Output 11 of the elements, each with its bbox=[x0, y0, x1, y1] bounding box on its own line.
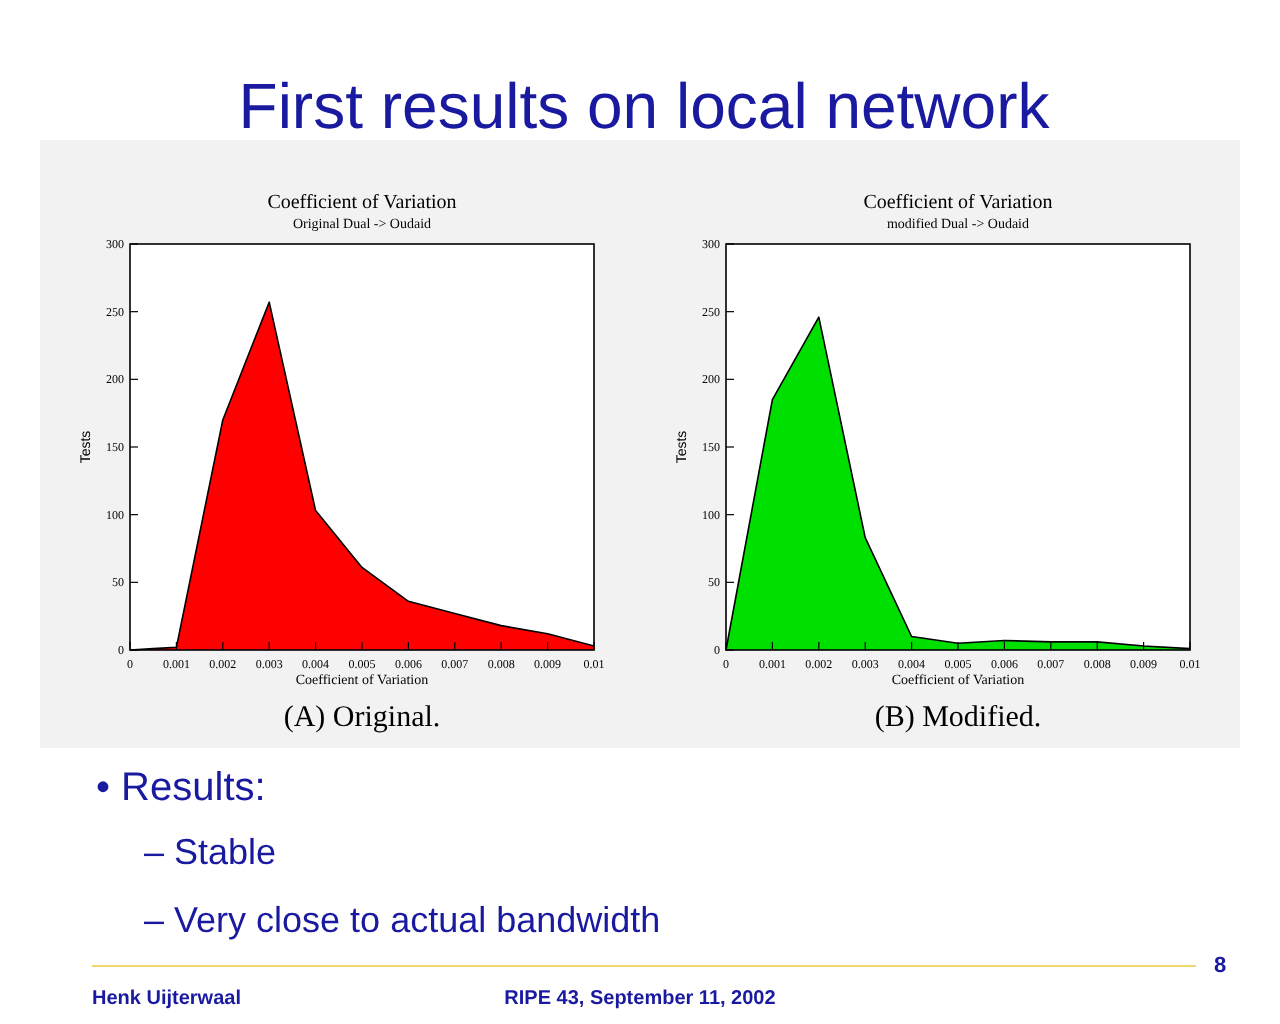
text: • Results: bbox=[96, 766, 266, 810]
text: 8 bbox=[1213, 954, 1227, 978]
text: (B) Modified. bbox=[874, 702, 1042, 734]
text: RIPE 43, September 11, 2002 bbox=[504, 988, 777, 1010]
text: (A) Original. bbox=[283, 702, 441, 734]
text: First results on local network bbox=[238, 70, 1052, 142]
text: – Very close to actual bandwidth bbox=[144, 900, 661, 940]
chart-title: Coefficient of Variation bbox=[863, 192, 1053, 214]
chart-title: Coefficient of Variation bbox=[267, 192, 457, 214]
text: – Stable bbox=[144, 832, 277, 872]
text: Henk Uijterwaal bbox=[92, 988, 242, 1010]
